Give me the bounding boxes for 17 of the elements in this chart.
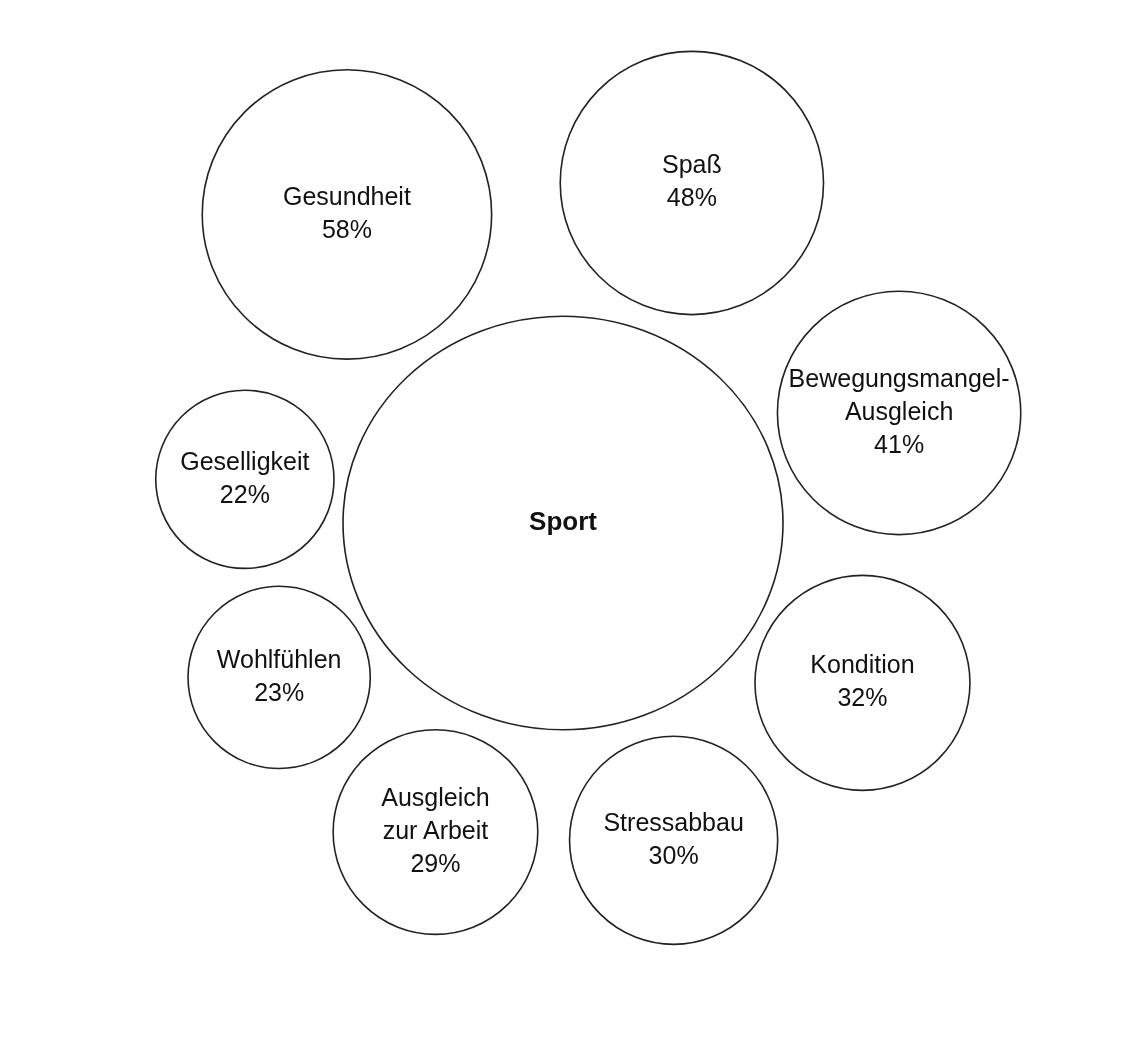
category-label: Ausgleich zur Arbeit [381,782,490,844]
data-label: 30% [648,840,699,869]
category-label: Kondition [810,650,915,679]
data-label: 29% [410,848,461,877]
data-label: 41% [874,429,925,458]
category-label: Spaß [661,150,722,179]
data-label: 32% [837,683,888,712]
text: Sport [529,506,598,537]
category-label: Gesundheit [283,181,411,210]
category-label: Bewegungsmangel- Ausgleich [788,363,1010,425]
category-label: Wohlfühlen [216,644,342,673]
data-label: 58% [321,214,372,243]
data-label: 22% [219,479,270,508]
category-label: Geselligkeit [180,446,310,475]
category-label: Stressabbau [603,807,744,836]
data-label: 48% [666,183,717,212]
data-label: 23% [254,677,305,706]
